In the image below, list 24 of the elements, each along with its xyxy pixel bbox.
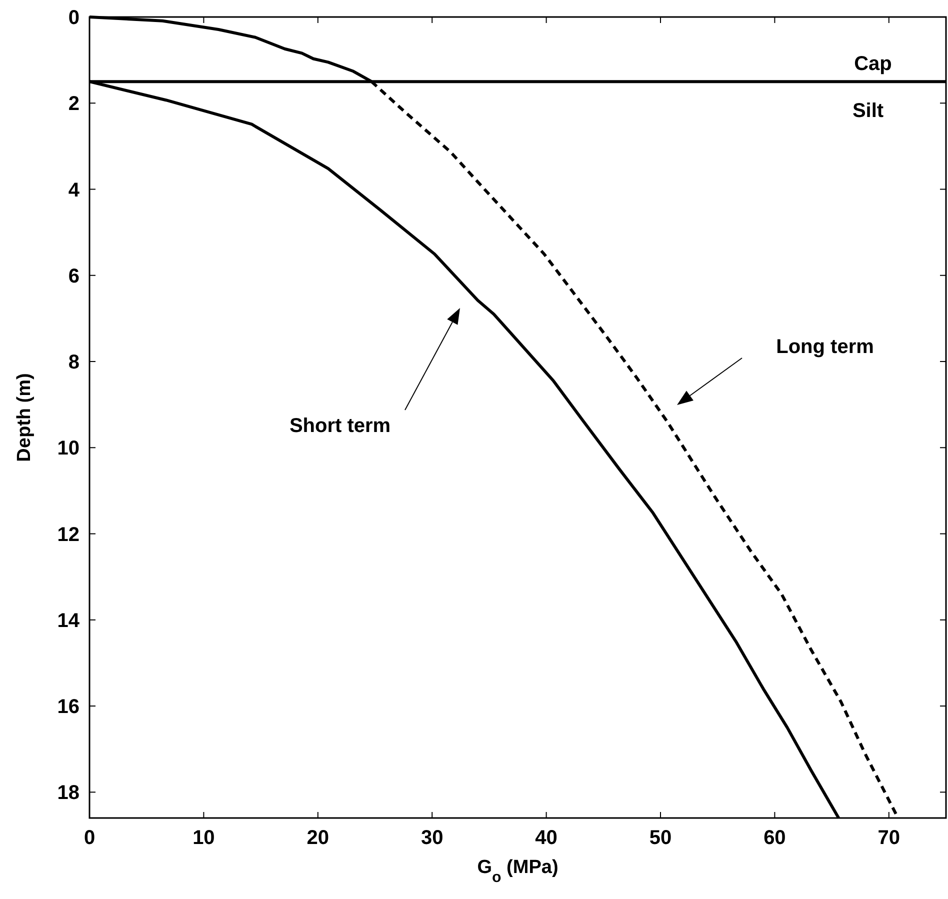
x-tick-label: 20 — [306, 827, 330, 849]
y-tick-label: 0 — [68, 7, 80, 29]
y-tick-label: 2 — [68, 93, 80, 116]
x-axis-title: G$_{o}$ (MPa) — [477, 857, 558, 886]
x-tick-label: 60 — [764, 827, 786, 849]
x-tick-label: 30 — [420, 827, 444, 849]
y-tick-label: 10 — [57, 438, 80, 460]
y-tick-label: 14 — [57, 610, 80, 632]
annotation: Silt — [852, 100, 884, 122]
x-tick-label: 0 — [84, 827, 96, 849]
annotation: Cap — [854, 53, 892, 75]
annotation: Long term — [776, 336, 874, 358]
y-tick-label: 4 — [68, 179, 80, 202]
y-tick-label: 18 — [57, 782, 80, 804]
y-axis-title: Depth (m) — [14, 373, 35, 462]
annotation: Short term — [289, 415, 391, 437]
x-tick-label: 70 — [878, 827, 900, 849]
x-tick-label: 40 — [535, 827, 558, 849]
y-tick-label: 16 — [57, 696, 80, 718]
y-tick-label: 8 — [68, 352, 80, 374]
y-tick-label: 12 — [57, 524, 80, 546]
x-tick-label: 10 — [192, 827, 215, 849]
y-tick-label: 6 — [68, 265, 80, 288]
x-tick-label: 50 — [649, 827, 672, 849]
